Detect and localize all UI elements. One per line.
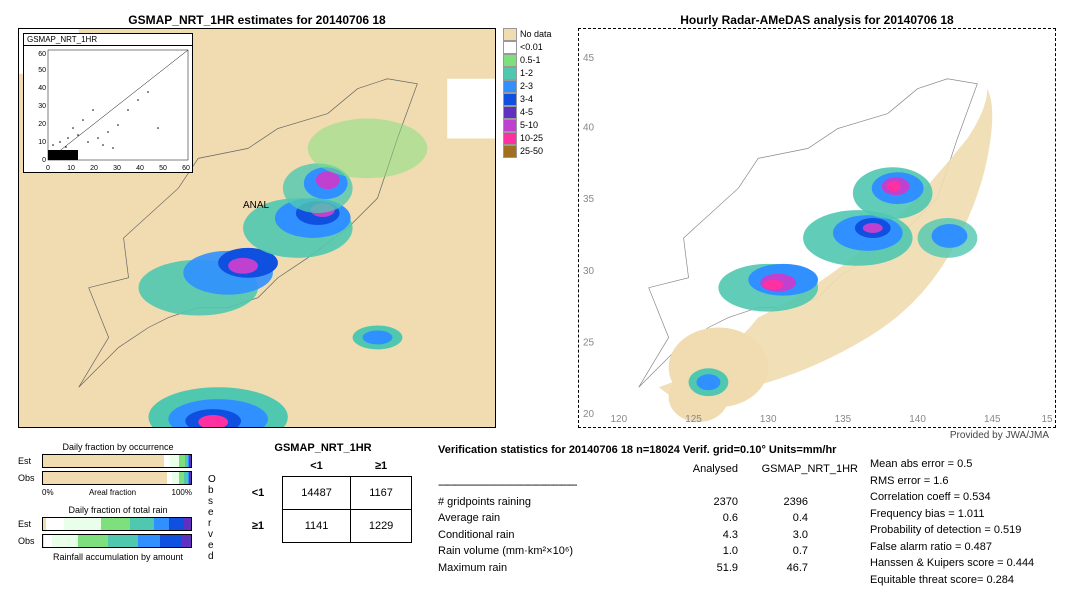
svg-text:45: 45	[583, 53, 595, 64]
svg-text:10: 10	[67, 165, 75, 172]
svg-text:20: 20	[38, 121, 46, 128]
est-label-1: Est	[18, 456, 42, 466]
svg-text:20: 20	[583, 409, 595, 420]
provided-by-label: Provided by JWA/JMA	[950, 430, 1049, 441]
svg-text:130: 130	[760, 414, 777, 425]
metric-line: False alarm ratio = 0.487	[870, 539, 1034, 556]
radar-svg: 120 125 130 135 140 145 15 20 25 30 35 40 45	[579, 29, 1055, 427]
metric-line: Mean abs error = 0.5	[870, 456, 1034, 473]
legend-item: 2-3	[503, 80, 552, 93]
occ-obs-bar	[42, 471, 192, 485]
stats-row: Rain volume (mm·km²×10⁶)1.00.7	[438, 543, 858, 560]
metric-line: RMS error = 1.6	[870, 473, 1034, 490]
radar-title: Hourly Radar-AMeDAS analysis for 2014070…	[579, 13, 1055, 27]
svg-text:0: 0	[42, 157, 46, 164]
legend-item: 4-5	[503, 106, 552, 119]
metric-line: Hanssen & Kuipers score = 0.444	[870, 555, 1034, 572]
contingency-table: <1≥1 <1144871167 ≥111411229	[234, 456, 413, 543]
svg-text:140: 140	[909, 414, 926, 425]
svg-text:30: 30	[583, 266, 595, 277]
gsmap-title: GSMAP_NRT_1HR estimates for 20140706 18	[19, 13, 495, 27]
ct-c21: 1141	[283, 510, 351, 543]
svg-text:40: 40	[136, 165, 144, 172]
stats-colheaders: Analysed GSMAP_NRT_1HR	[438, 461, 858, 478]
svg-text:30: 30	[38, 103, 46, 110]
legend-item: 3-4	[503, 93, 552, 106]
stats-header: Verification statistics for 20140706 18 …	[438, 442, 858, 459]
svg-text:40: 40	[583, 122, 595, 133]
legend-item: 1-2	[503, 67, 552, 80]
acc-title: Rainfall accumulation by amount	[18, 552, 218, 562]
stats-row: Maximum rain51.946.7	[438, 560, 858, 577]
svg-text:135: 135	[835, 414, 852, 425]
legend-item: No data	[503, 28, 552, 41]
svg-text:50: 50	[38, 67, 46, 74]
svg-text:25: 25	[583, 337, 595, 348]
svg-text:10: 10	[38, 139, 46, 146]
legend-item: <0.01	[503, 41, 552, 54]
ct-c11: 14487	[283, 477, 351, 510]
occ-est-bar	[42, 454, 192, 468]
scatter-label: GSMAP_NRT_1HR	[24, 34, 192, 46]
legend-item: 25-50	[503, 145, 552, 158]
svg-text:20: 20	[90, 165, 98, 172]
svg-text:50: 50	[159, 165, 167, 172]
metric-line: Correlation coeff = 0.534	[870, 489, 1034, 506]
svg-text:60: 60	[182, 165, 190, 172]
svg-text:15: 15	[1042, 414, 1054, 425]
metric-line: Equitable threat score= 0.284	[870, 572, 1034, 589]
ct-c22: 1229	[350, 510, 411, 543]
stats-dash: ----------------------------------------…	[438, 477, 858, 494]
areal-axis: 0% Areal fraction 100%	[42, 488, 192, 497]
stats-row: # gridpoints raining23702396	[438, 494, 858, 511]
fraction-column: Daily fraction by occurrence Est Obs 0% …	[18, 442, 218, 576]
stats-row: Conditional rain4.33.0	[438, 527, 858, 544]
svg-text:60: 60	[38, 51, 46, 58]
svg-text:120: 120	[611, 414, 628, 425]
scatter-inset: GSMAP_NRT_1HR 0 10 20 30 40 50 60 0 10 20 30 40 5…	[23, 33, 193, 173]
tot-title: Daily fraction of total rain	[18, 505, 218, 515]
gsmap-map: GSMAP_NRT_1HR estimates for 20140706 18 …	[18, 28, 496, 428]
svg-text:0: 0	[46, 165, 50, 172]
ct-title: GSMAP_NRT_1HR	[218, 442, 428, 454]
est-label-2: Est	[18, 519, 42, 529]
contingency-column: Observed GSMAP_NRT_1HR <1≥1 <1144871167 …	[218, 442, 428, 576]
svg-text:ANAL: ANAL	[243, 200, 269, 211]
svg-text:40: 40	[38, 85, 46, 92]
tot-est-bar	[42, 517, 192, 531]
stats-metrics: Mean abs error = 0.5RMS error = 1.6Corre…	[870, 456, 1034, 588]
obs-label-2: Obs	[18, 536, 42, 546]
legend-item: 5-10	[503, 119, 552, 132]
tot-obs-bar	[42, 534, 192, 548]
scatter-plot: 0 10 20 30 40 50 60 0 10 20 30 40 50 60	[24, 46, 194, 172]
obs-label-1: Obs	[18, 473, 42, 483]
legend-item: 0.5-1	[503, 54, 552, 67]
legend-item: 10-25	[503, 132, 552, 145]
stats-row: Average rain0.60.4	[438, 510, 858, 527]
ct-c12: 1167	[350, 477, 411, 510]
radar-map: Hourly Radar-AMeDAS analysis for 2014070…	[578, 28, 1056, 428]
metric-line: Probability of detection = 0.519	[870, 522, 1034, 539]
svg-text:145: 145	[984, 414, 1001, 425]
stats-column: Verification statistics for 20140706 18 …	[438, 442, 858, 576]
svg-text:125: 125	[685, 414, 702, 425]
observed-label: Observed	[208, 474, 216, 562]
svg-text:30: 30	[113, 165, 121, 172]
metric-line: Frequency bias = 1.011	[870, 506, 1034, 523]
occ-title: Daily fraction by occurrence	[18, 442, 218, 452]
svg-text:35: 35	[583, 194, 595, 205]
precip-legend: No data<0.010.5-11-22-33-44-55-1010-2525…	[503, 28, 552, 158]
